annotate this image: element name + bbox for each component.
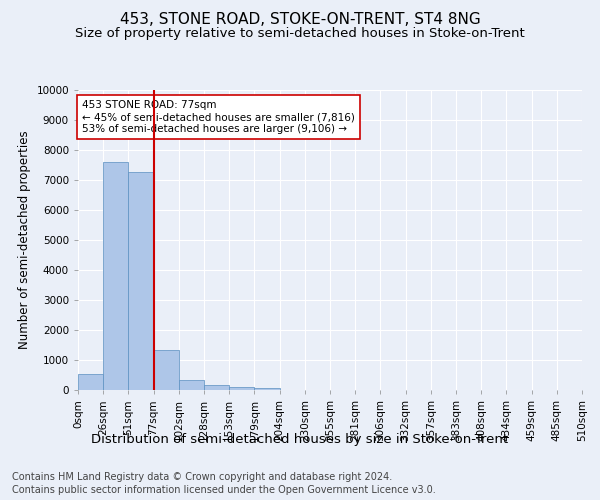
Text: 453 STONE ROAD: 77sqm
← 45% of semi-detached houses are smaller (7,816)
53% of s: 453 STONE ROAD: 77sqm ← 45% of semi-deta… [82, 100, 355, 134]
Bar [254, 388, 280, 390]
Bar [103, 162, 128, 390]
Bar [154, 350, 179, 390]
Text: 453, STONE ROAD, STOKE-ON-TRENT, ST4 8NG: 453, STONE ROAD, STOKE-ON-TRENT, ST4 8NG [119, 12, 481, 28]
Y-axis label: Number of semi-detached properties: Number of semi-detached properties [18, 130, 31, 350]
Text: Distribution of semi-detached houses by size in Stoke-on-Trent: Distribution of semi-detached houses by … [91, 432, 509, 446]
Bar [78, 374, 103, 390]
Bar [204, 385, 229, 390]
Bar [128, 172, 154, 390]
Text: Contains HM Land Registry data © Crown copyright and database right 2024.: Contains HM Land Registry data © Crown c… [12, 472, 392, 482]
Bar [229, 386, 254, 390]
Text: Size of property relative to semi-detached houses in Stoke-on-Trent: Size of property relative to semi-detach… [75, 28, 525, 40]
Bar [179, 380, 204, 390]
Text: Contains public sector information licensed under the Open Government Licence v3: Contains public sector information licen… [12, 485, 436, 495]
